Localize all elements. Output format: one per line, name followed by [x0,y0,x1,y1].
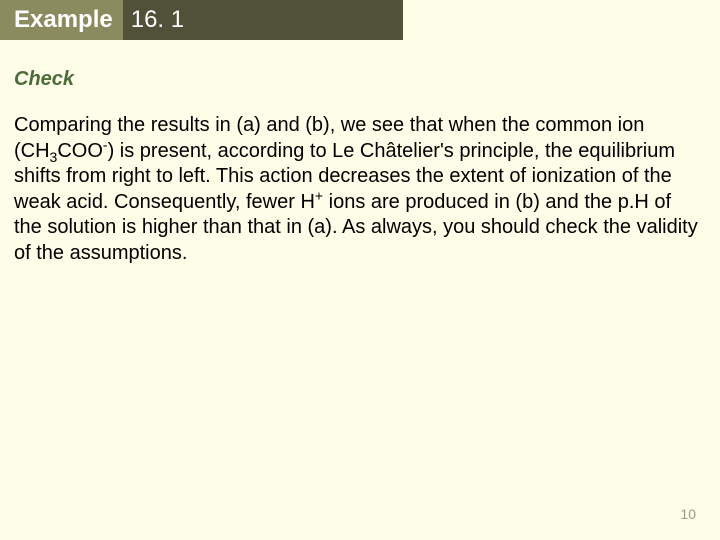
slide-content: Check Comparing the results in (a) and (… [0,40,720,267]
page-number: 10 [680,506,696,522]
section-heading: Check [14,68,702,91]
body-text-segment: COO [57,140,103,162]
example-label: Example [0,0,123,40]
example-number: 16. 1 [123,0,403,40]
example-header: Example 16. 1 [0,0,720,40]
body-paragraph: Comparing the results in (a) and (b), we… [14,113,702,267]
superscript: + [315,187,323,203]
